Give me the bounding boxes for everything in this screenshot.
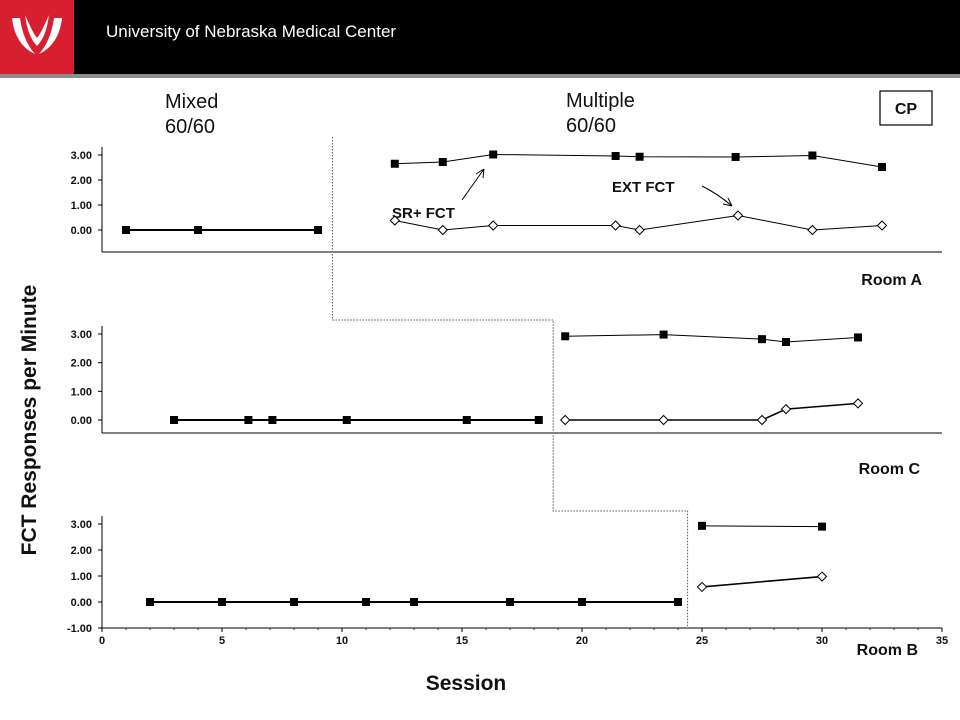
data-point-baseline-room-b <box>146 598 154 606</box>
data-point-sr-fct-room-c <box>854 333 862 342</box>
x-axis-title: Session <box>426 672 507 695</box>
annotation-arrowhead-ext-fct <box>722 197 733 207</box>
panel-label-room-a: Room A <box>861 272 922 289</box>
y-tick-label-room-b: 3.00 <box>71 519 92 531</box>
x-tick-label: 0 <box>99 635 105 647</box>
y-tick-label-room-c: 3.00 <box>71 329 92 341</box>
annotation-sr-fct: SR+ FCT <box>392 205 455 222</box>
series-line-sr-fct-room-c <box>565 334 859 343</box>
data-point-ext-fct-room-b <box>816 571 828 582</box>
data-point-baseline-room-c <box>342 416 351 424</box>
data-point-baseline-room-a <box>194 226 202 234</box>
annotation-arrow-sr-fct <box>461 168 485 201</box>
data-point-sr-fct-room-a <box>489 150 498 159</box>
data-point-sr-fct-room-a <box>731 153 740 161</box>
x-tick-label: 30 <box>816 635 828 647</box>
data-point-sr-fct-room-c <box>758 335 766 344</box>
data-point-ext-fct-room-b <box>696 581 708 593</box>
data-point-sr-fct-room-c <box>659 330 668 339</box>
y-tick-label-room-c: 0.00 <box>71 415 92 427</box>
data-point-sr-fct-room-c <box>782 338 790 347</box>
annotation-arrow-ext-fct <box>701 185 733 207</box>
data-point-ext-fct-room-a <box>437 224 449 236</box>
series-line-ext-fct-room-b <box>701 575 823 588</box>
y-tick-label-room-b: 2.00 <box>71 545 92 557</box>
y-tick-label-room-c: 1.00 <box>71 386 92 398</box>
data-point-sr-fct-room-a <box>390 159 399 168</box>
data-point-baseline-room-a <box>314 226 322 234</box>
unmc-logo-graphic <box>12 15 62 54</box>
series-line-ext-fct-room-a <box>394 214 883 231</box>
data-point-baseline-room-b <box>290 598 298 606</box>
participant-box <box>879 90 933 126</box>
series-line-sr-fct-room-a <box>394 153 883 168</box>
data-point-baseline-room-c <box>462 416 471 424</box>
data-point-ext-fct-room-a <box>634 224 645 236</box>
y-tick-label-room-b: 0.00 <box>71 597 92 609</box>
phase-label-mixed-line1: Mixed <box>165 91 218 113</box>
data-point-baseline-room-b <box>674 598 682 606</box>
multiple-baseline-chart: Mixed 60/60 Multiple 60/60 CP FCT Respon… <box>18 90 948 695</box>
x-tick-label: 5 <box>219 635 225 647</box>
data-point-sr-fct-room-a <box>635 152 644 161</box>
data-point-baseline-room-c <box>534 416 543 424</box>
data-point-baseline-room-b <box>506 598 514 606</box>
data-point-baseline-room-b <box>410 598 418 606</box>
y-axis-title: FCT Responses per Minute <box>18 285 41 556</box>
data-point-baseline-room-b <box>218 598 226 606</box>
x-tick-label: 20 <box>576 635 588 647</box>
y-tick-label-room-a: 3.00 <box>71 150 92 162</box>
data-point-ext-fct-room-a <box>610 220 621 231</box>
data-point-ext-fct-room-c <box>852 398 864 409</box>
y-tick-label-room-a: 2.00 <box>71 175 92 187</box>
data-point-ext-fct-room-a <box>487 220 499 231</box>
data-point-sr-fct-room-a <box>611 152 620 160</box>
x-tick-label: 35 <box>936 635 948 647</box>
series-line-ext-fct-room-c <box>565 402 859 421</box>
data-point-baseline-room-b <box>362 598 370 606</box>
phase-label-multiple-line1: Multiple <box>566 90 635 112</box>
annotation-arrowhead-sr-fct <box>475 168 485 179</box>
series-line-sr-fct-room-b <box>701 525 823 528</box>
y-tick-label-room-b: -1.00 <box>67 623 92 635</box>
data-point-sr-fct-room-b <box>698 521 706 530</box>
panel-label-room-c: Room C <box>859 461 921 478</box>
data-point-ext-fct-room-a <box>876 220 888 231</box>
phase-label-mixed-line2: 60/60 <box>165 116 215 138</box>
phase-change-line <box>331 137 689 628</box>
participant-label: CP <box>895 101 918 118</box>
data-point-baseline-room-c <box>268 416 277 424</box>
header-divider <box>0 74 960 78</box>
organization-name: University of Nebraska Medical Center <box>106 22 397 41</box>
phase-label-multiple-line2: 60/60 <box>566 115 616 137</box>
panel-label-room-b: Room B <box>857 642 918 659</box>
y-tick-label-room-a: 1.00 <box>71 200 92 212</box>
data-point-ext-fct-room-c <box>780 403 792 415</box>
data-point-baseline-room-b <box>578 598 586 606</box>
data-point-sr-fct-room-c <box>561 332 570 341</box>
data-point-sr-fct-room-a <box>438 158 447 166</box>
y-tick-label-room-a: 0.00 <box>71 225 92 237</box>
data-point-ext-fct-room-c <box>559 414 571 426</box>
header-bar: University of Nebraska Medical Center <box>0 0 960 75</box>
data-point-ext-fct-room-a <box>389 215 401 226</box>
data-point-ext-fct-room-a <box>732 210 744 221</box>
data-point-baseline-room-a <box>122 226 130 234</box>
data-point-ext-fct-room-a <box>807 224 818 236</box>
x-tick-label: 15 <box>456 635 468 647</box>
annotation-ext-fct: EXT FCT <box>612 179 675 196</box>
data-point-baseline-room-c <box>244 416 253 424</box>
data-point-ext-fct-room-c <box>658 414 669 426</box>
data-point-ext-fct-room-c <box>756 414 768 426</box>
y-tick-label-room-b: 1.00 <box>71 571 92 583</box>
y-tick-label-room-c: 2.00 <box>71 358 92 370</box>
x-tick-label: 10 <box>336 635 348 647</box>
data-point-baseline-room-c <box>170 416 178 424</box>
data-point-sr-fct-room-b <box>818 522 826 531</box>
unmc-logo-icon <box>0 0 74 75</box>
x-tick-label: 25 <box>696 635 708 647</box>
data-point-sr-fct-room-a <box>878 163 886 171</box>
data-point-sr-fct-room-a <box>808 151 817 160</box>
